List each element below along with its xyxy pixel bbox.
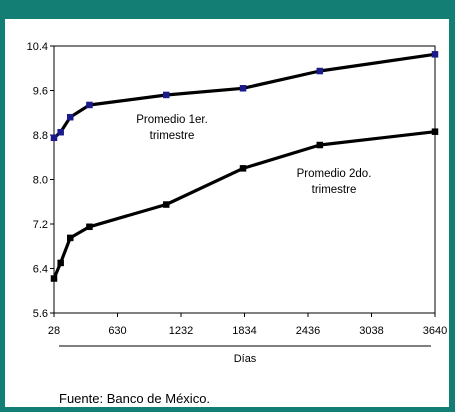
series-1-label: Promedio 1er. [136, 114, 208, 126]
series-markers [50, 51, 439, 282]
x-axis-title: Días [234, 353, 257, 365]
y-tick-labels: 10.4 9.6 8.8 8.0 7.2 6.4 5.6 [27, 41, 48, 320]
series-1-point [239, 85, 247, 92]
x-tick-label: 3038 [359, 325, 383, 337]
series-1-point [57, 128, 64, 136]
y-tick-label: 8.0 [33, 175, 48, 187]
x-tick-label: 1834 [232, 325, 256, 337]
series-line-2 [52, 130, 436, 280]
series-2-label: Promedio 2do. [297, 168, 372, 180]
chart-panel [5, 19, 449, 407]
series-line-1 [52, 52, 436, 140]
series-annotations: Promedio 1er. trimestre Promedio 2do. trime… [136, 114, 371, 196]
series-1-label: trimestre [150, 130, 195, 142]
y-tick-label: 5.6 [33, 308, 48, 320]
series-1-point [66, 113, 74, 121]
series-2-point [50, 275, 58, 282]
series-2-point [86, 223, 93, 231]
x-tick-labels: 28 630 1232 1834 2436 3038 3640 [48, 325, 447, 337]
y-tick-label: 10.4 [27, 41, 48, 53]
series-2-point [57, 259, 64, 267]
y-tick-label: 8.8 [33, 130, 48, 142]
y-tick-label: 7.2 [33, 219, 48, 231]
x-tick-label: 2436 [296, 325, 320, 337]
series-2-label: trimestre [312, 184, 357, 196]
x-tick-label: 3640 [423, 325, 447, 337]
series-2-point [66, 234, 74, 242]
x-tick-label: 28 [48, 325, 60, 337]
series-1-point [162, 91, 170, 99]
series-2-point [239, 165, 247, 172]
source-note: Fuente: Banco de México. [59, 391, 211, 406]
series-2-point [162, 201, 170, 208]
series-1-point [50, 134, 58, 142]
series-2-point [316, 141, 324, 149]
y-tick-label: 6.4 [33, 264, 48, 276]
series-1-point [431, 51, 439, 58]
x-tick-label: 1232 [169, 325, 193, 337]
chart-axes [50, 45, 436, 317]
series-1-point [316, 67, 324, 75]
x-tick-label: 630 [108, 325, 126, 337]
y-tick-label: 9.6 [33, 86, 48, 98]
series-2-point [431, 128, 439, 135]
series-1-point [86, 101, 93, 109]
